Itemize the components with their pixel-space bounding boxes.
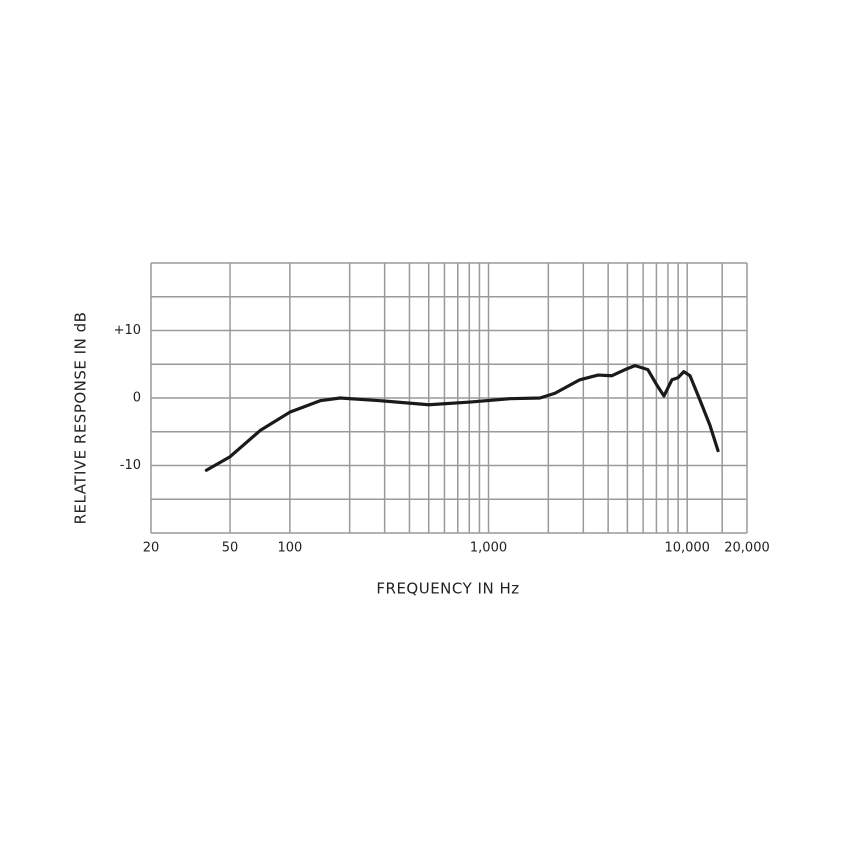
y-axis-title: RELATIVE RESPONSE IN dB — [72, 312, 90, 525]
y-tick-label: -10 — [120, 458, 141, 473]
y-tick-label: 0 — [133, 391, 141, 406]
x-tick-label: 1,000 — [470, 541, 507, 556]
x-axis-title: FREQUENCY IN Hz — [376, 580, 519, 598]
x-tick-label: 20 — [143, 541, 160, 556]
x-tick-label: 20,000 — [724, 541, 770, 556]
y-tick-label: +10 — [114, 323, 141, 338]
x-tick-label: 100 — [277, 541, 302, 556]
response-curve — [204, 364, 720, 472]
x-tick-label: 50 — [222, 541, 239, 556]
x-tick-label: 10,000 — [664, 541, 710, 556]
